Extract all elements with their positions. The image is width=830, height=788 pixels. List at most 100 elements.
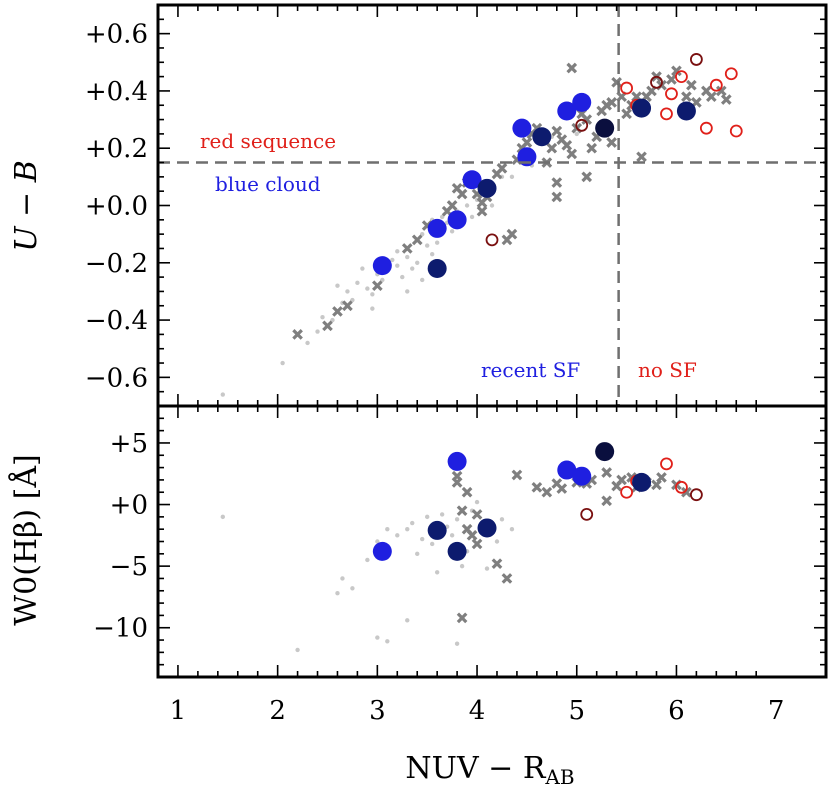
top-point-dot [335, 283, 340, 288]
top-point-open-circle-dark-red [650, 75, 663, 89]
bottom-point-dot [434, 570, 440, 575]
bottom-point-dot [499, 517, 505, 522]
top-point-dot [434, 240, 440, 245]
top-point-dot [420, 231, 425, 237]
bottom-point-open-circle-red [675, 480, 688, 494]
bottom-point-dot [415, 551, 420, 557]
x-tick-label: 5 [568, 696, 585, 726]
top-point-cross [671, 65, 682, 77]
bottom-point-cross [551, 478, 563, 489]
bottom-y-tick-label: +0 [110, 491, 148, 521]
bottom-point-cross [656, 472, 667, 483]
top-point-dot [390, 257, 395, 263]
top-point-filled-circle-dark-blue [532, 127, 552, 147]
top-y-axis-title: U − B [9, 160, 44, 252]
bottom-point-dot [424, 514, 430, 520]
top-point-cross [446, 200, 458, 211]
top-point-cross [686, 79, 697, 91]
top-point-cross [581, 171, 593, 183]
top-y-tick-label: +0.6 [85, 20, 148, 50]
bottom-point-dot [459, 563, 465, 569]
bottom-y-tick-label: −10 [93, 614, 148, 644]
x-axis-title: NUV − RAB [405, 751, 574, 788]
bottom-y-tick-label: +5 [110, 429, 148, 459]
bottom-point-filled-circle-navy [595, 442, 615, 462]
bottom-point-filled-circle-dark-blue [427, 520, 447, 540]
bottom-point-filled-circle-dark-blue [447, 541, 467, 561]
top-point-cross [706, 91, 717, 102]
x-tick-label: 4 [469, 696, 486, 726]
top-point-open-circle-red [660, 107, 673, 121]
top-point-cross [456, 188, 468, 200]
bottom-point-open-circle-red [620, 485, 633, 499]
annotation-recent-sf: recent SF [481, 358, 580, 382]
top-point-dot [439, 214, 445, 220]
bottom-data-points [220, 442, 703, 653]
top-point-dot [395, 263, 400, 268]
top-point-filled-circle-blue [557, 101, 577, 121]
top-point-dot [350, 297, 355, 303]
bottom-frame [156, 404, 828, 679]
bottom-point-dot [454, 517, 460, 522]
top-point-dot [469, 214, 475, 220]
annotation-red-sequence: red sequence [200, 129, 336, 153]
top-y-tick-label: −0.2 [85, 249, 148, 279]
top-point-dot [429, 251, 435, 257]
top-point-dot [355, 280, 360, 286]
top-y-tick-label: +0.2 [85, 134, 148, 164]
top-point-cross [606, 137, 617, 148]
top-point-dot [574, 131, 579, 137]
x-tick-label: 7 [768, 696, 785, 726]
top-point-filled-circle-blue [512, 118, 532, 138]
top-point-dot [509, 174, 515, 180]
top-point-dot [220, 392, 226, 397]
bottom-point-dot [405, 526, 410, 532]
bottom-point-cross [451, 477, 463, 488]
x-axis-title-subscript: AB [544, 765, 574, 788]
top-point-cross [581, 114, 593, 125]
bottom-point-dot [439, 512, 445, 517]
bottom-point-cross [616, 474, 627, 486]
top-point-cross [621, 108, 632, 120]
bottom-point-dot [385, 639, 390, 644]
top-point-open-circle-dark-red [689, 53, 703, 66]
bottom-point-cross [456, 612, 468, 624]
top-point-dot [315, 329, 320, 334]
bottom-point-filled-circle-dark-blue [477, 518, 497, 538]
bottom-point-dot [410, 520, 415, 526]
top-point-dot [464, 203, 470, 208]
top-point-cross [521, 137, 533, 148]
bottom-point-dot [350, 586, 355, 591]
bottom-axes: +5 +0 −5 −10 1 2 3 4 5 6 7 [93, 405, 826, 726]
top-point-dot [345, 289, 350, 294]
top-point-cross [715, 85, 727, 97]
top-point-dot [380, 277, 385, 283]
bottom-point-dot [474, 499, 480, 505]
x-tick-label: 2 [269, 696, 286, 726]
bottom-point-filled-circle-dark-blue [632, 472, 652, 492]
top-point-dot [330, 317, 335, 323]
bottom-point-dot [220, 514, 226, 520]
top-point-open-circle-red [699, 121, 713, 135]
bottom-point-open-circle-dark-red [689, 488, 703, 502]
bottom-point-cross [471, 538, 483, 550]
bottom-point-cross [681, 486, 692, 498]
top-point-dot [360, 266, 365, 271]
top-point-filled-circle-dark-blue [632, 98, 652, 118]
top-point-filled-circle-blue [447, 210, 467, 230]
top-y-tick-label: −0.6 [85, 363, 148, 393]
top-point-cross [551, 125, 563, 137]
top-point-dot [370, 292, 375, 297]
top-point-dot [400, 274, 405, 280]
top-point-filled-circle-dark-blue [427, 259, 447, 279]
bottom-point-dot [335, 591, 340, 596]
bottom-point-dot [449, 533, 455, 538]
bottom-point-cross [466, 530, 478, 541]
top-point-filled-circle-navy [595, 118, 615, 138]
top-point-open-circle-red [675, 70, 688, 84]
top-point-dot [320, 315, 325, 320]
top-point-cross [561, 140, 573, 151]
top-point-cross [551, 177, 563, 188]
bottom-point-dot [420, 536, 425, 542]
